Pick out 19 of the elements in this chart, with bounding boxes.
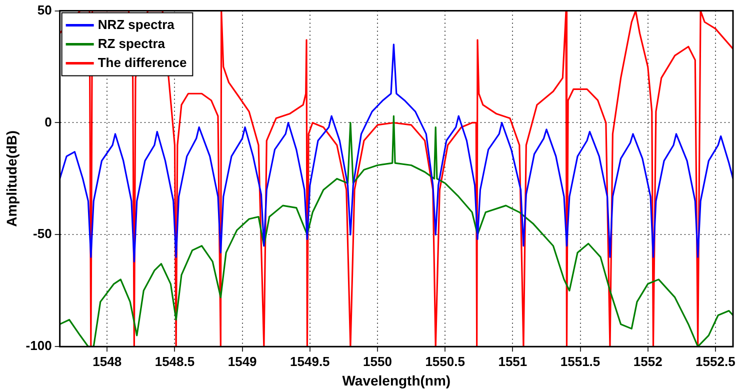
legend-label: The difference xyxy=(98,54,187,70)
x-tick-label: 1552 xyxy=(633,354,662,369)
y-tick-label: 0 xyxy=(44,114,52,130)
x-tick-label: 1548.5 xyxy=(154,354,195,369)
y-tick-label: -50 xyxy=(33,226,52,242)
y-axis-title: Amplitude(dB) xyxy=(3,130,20,227)
x-tick-label: 1550 xyxy=(363,354,392,369)
x-tick-label: 1548 xyxy=(92,354,122,369)
x-tick-label: 1552.5 xyxy=(696,354,736,369)
x-tick-label: 1549.5 xyxy=(290,354,330,369)
y-tick-label: 50 xyxy=(37,2,52,18)
legend-label: NRZ spectra xyxy=(98,16,176,32)
x-tick-label: 1550.5 xyxy=(425,354,465,369)
y-tick-label: -100 xyxy=(26,338,52,354)
legend-label: RZ spectra xyxy=(98,36,166,51)
x-tick-label: 1551 xyxy=(498,354,528,369)
x-tick-label: 1551.5 xyxy=(560,354,600,369)
x-tick-label: 1549 xyxy=(228,354,257,369)
x-axis-title: Wavelength(nm) xyxy=(342,372,451,388)
